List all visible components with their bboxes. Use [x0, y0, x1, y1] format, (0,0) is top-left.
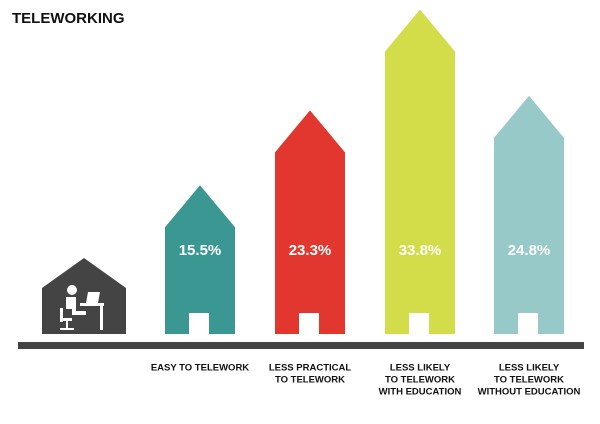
category-label: EASY TO TELEWORK: [151, 363, 249, 374]
category-label: TO TELEWORK: [275, 375, 345, 386]
house-bar: [494, 95, 564, 334]
home-icon: [42, 258, 126, 334]
category-label: LESS LIKELY: [499, 363, 560, 374]
chart-title: TELEWORKING: [12, 10, 125, 27]
ground-line: [18, 342, 584, 349]
category-label: LESS PRACTICAL: [269, 363, 352, 374]
house-bar: [385, 9, 455, 335]
value-label: 33.8%: [399, 242, 442, 259]
house-bar: [275, 110, 345, 334]
door: [189, 313, 209, 334]
category-label: TO TELEWORK: [385, 375, 455, 386]
value-label: 24.8%: [508, 242, 551, 259]
door: [299, 313, 319, 334]
door: [409, 313, 429, 334]
value-label: 15.5%: [179, 242, 222, 259]
category-label: TO TELEWORK: [494, 375, 564, 386]
value-label: 23.3%: [289, 242, 332, 259]
category-label: WITHOUT EDUCATION: [478, 387, 581, 398]
category-label: WITH EDUCATION: [379, 387, 462, 398]
category-label: LESS LIKELY: [390, 363, 451, 374]
door: [518, 313, 538, 334]
house-bar: [165, 185, 235, 334]
